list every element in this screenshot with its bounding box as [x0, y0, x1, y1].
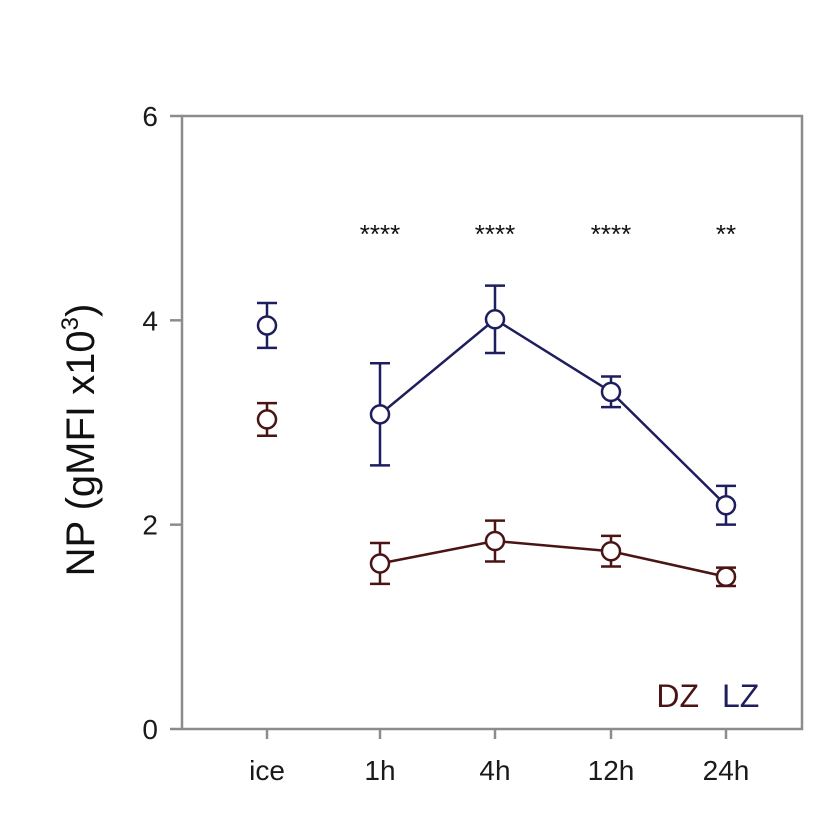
x-tick-label-ice: ice [249, 755, 285, 786]
y-tick-label-2: 2 [142, 510, 158, 541]
data-point-dz-ice [256, 409, 278, 430]
data-point-dz-24h [715, 566, 737, 588]
x-tick-label-12h: 12h [588, 755, 635, 786]
y-tick-label-6: 6 [142, 101, 158, 132]
data-point-lz-ice [256, 315, 278, 336]
axes: 0 2 4 6 ice 1h 4h 12h 24h [142, 101, 804, 786]
x-tick-label-1h: 1h [364, 755, 395, 786]
plot-frame [180, 114, 804, 731]
x-tick-label-24h: 24h [703, 755, 750, 786]
data-point-dz-1h [369, 553, 391, 574]
legend: DZ LZ [656, 678, 759, 714]
series-line-lz [379, 317, 727, 507]
series-line-dz [379, 539, 727, 578]
y-axis-label: NP (gMFI x103) [57, 304, 103, 577]
y-tick-label-0: 0 [142, 714, 158, 745]
data-point-lz-1h [369, 404, 391, 425]
data-point-lz-4h [484, 309, 506, 330]
legend-entry-lz: LZ [722, 678, 759, 714]
y-tick-label-4: 4 [142, 305, 158, 336]
data-point-dz-4h [484, 530, 506, 552]
x-tick-label-4h: 4h [479, 755, 510, 786]
data-point-lz-12h [600, 381, 622, 403]
significance-24h: ** [716, 219, 736, 249]
chart-marks: **** **** **** ** [256, 219, 737, 588]
significance-4h: **** [475, 219, 515, 249]
data-point-dz-12h [600, 540, 622, 562]
significance-1h: **** [360, 219, 400, 249]
data-point-lz-24h [715, 495, 737, 516]
legend-entry-dz: DZ [656, 678, 699, 714]
significance-12h: **** [591, 219, 631, 249]
